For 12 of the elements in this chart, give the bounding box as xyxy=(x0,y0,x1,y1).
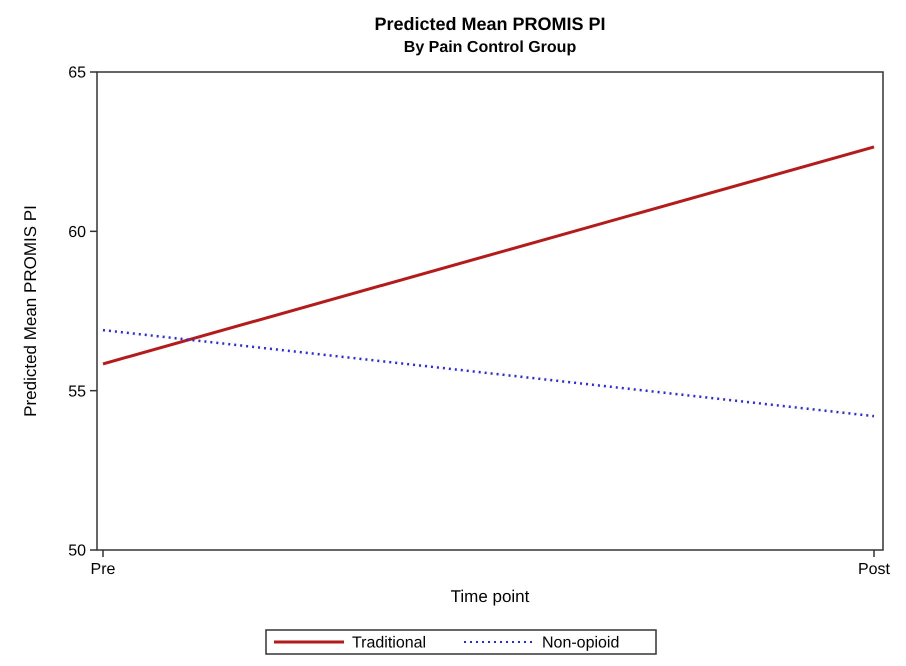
chart-subtitle: By Pain Control Group xyxy=(404,39,576,56)
chart-title: Predicted Mean PROMIS PI xyxy=(374,14,606,34)
y-axis-title: Predicted Mean PROMIS PI xyxy=(21,205,40,417)
x-tick-label: Pre xyxy=(90,561,116,578)
y-tick-label: 60 xyxy=(68,224,86,241)
y-tick-label: 55 xyxy=(68,383,86,400)
y-tick-label: 50 xyxy=(68,542,86,560)
y-tick-label: 65 xyxy=(68,64,86,82)
x-tick-label: Post xyxy=(858,561,891,578)
legend-label: Traditional xyxy=(352,634,426,652)
legend-label: Non-opioid xyxy=(542,634,620,652)
x-axis-title: Time point xyxy=(450,587,530,606)
